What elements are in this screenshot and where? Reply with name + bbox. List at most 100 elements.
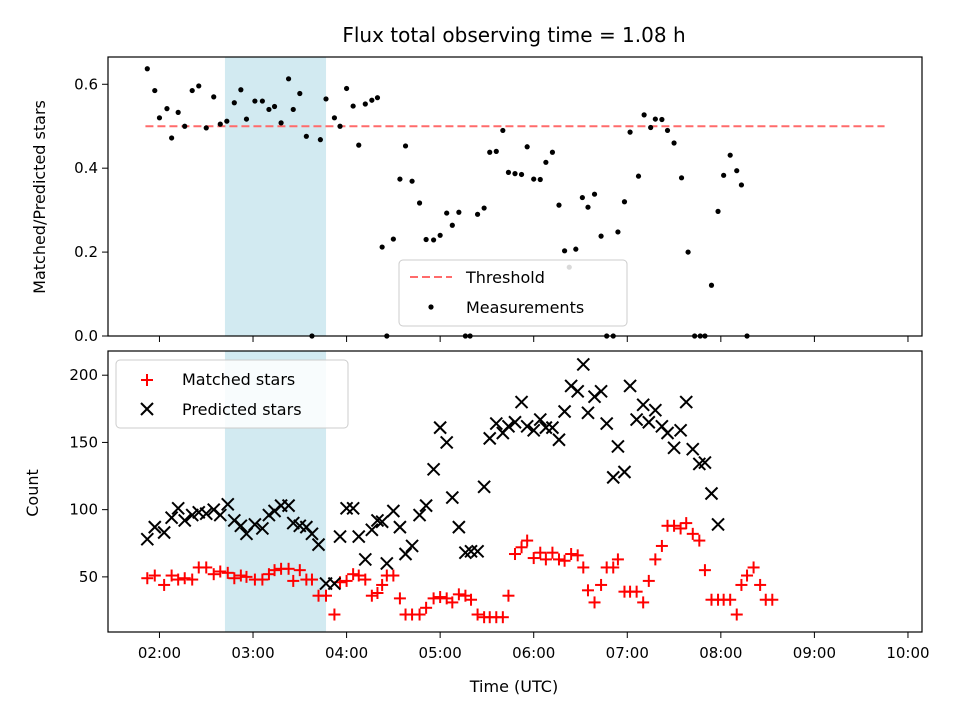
measurement-point: [196, 83, 202, 89]
measurement-point: [203, 125, 209, 131]
predicted-star-point: [514, 395, 529, 409]
matched-star-point: [724, 593, 737, 606]
measurement-point: [397, 176, 403, 182]
predicted-star-point: [576, 357, 591, 372]
measurement-point: [591, 191, 598, 197]
predicted-star-point: [199, 506, 213, 521]
matched-star-point: [502, 589, 515, 602]
matched-star-point: [611, 553, 624, 566]
predicted-star-point: [470, 544, 485, 559]
matched-star-point: [293, 564, 306, 577]
measurement-point: [678, 175, 685, 181]
top-legend: Threshold Measurements: [398, 259, 628, 327]
top-y-tick-label: 0.0: [74, 327, 98, 345]
predicted-star-point: [305, 527, 319, 541]
matched-star-point: [509, 548, 521, 561]
predicted-star-point: [380, 556, 394, 571]
matched-star-point: [668, 519, 681, 532]
matched-star-point: [371, 587, 384, 600]
predicted-star-point: [594, 384, 608, 399]
predicted-star-point: [419, 498, 433, 513]
measurement-point: [423, 236, 429, 243]
measurement-point: [685, 249, 691, 255]
measurement-point: [493, 148, 499, 154]
measurement-point: [266, 106, 272, 113]
predicted-star-point: [642, 415, 656, 429]
matched-star-point: [766, 593, 779, 606]
measurement-point: [379, 244, 385, 250]
measurement-point: [487, 149, 493, 155]
matched-star-point: [148, 569, 161, 582]
predicted-star-point: [629, 412, 644, 427]
measurement-point: [409, 178, 415, 184]
predicted-star-point: [527, 423, 541, 438]
top-y-tick-label: 0.2: [74, 243, 98, 261]
measurement-point: [144, 66, 150, 72]
matched-star-point: [365, 589, 378, 602]
x-tick-label: 04:00: [325, 644, 368, 662]
predicted-star-point: [412, 508, 427, 522]
measurement-point: [734, 168, 740, 174]
measurement-point: [278, 120, 284, 126]
matched-star-point: [328, 608, 341, 621]
predicted-star-point: [281, 498, 296, 513]
matched-star-point: [754, 578, 767, 591]
measurement-point: [175, 109, 181, 115]
predicted-star-point: [375, 515, 389, 529]
measurement-point: [152, 87, 158, 94]
measurement-point: [189, 87, 195, 94]
predicted-star-point: [370, 513, 385, 528]
matched-star-point: [534, 546, 547, 559]
matched-star-point: [200, 561, 213, 574]
measurement-point: [337, 123, 343, 129]
measurement-point: [317, 137, 323, 143]
measurement-point: [449, 222, 455, 228]
matched-star-point: [434, 591, 447, 604]
predicted-star-point: [346, 501, 360, 516]
matched-star-point: [741, 569, 754, 582]
bottom-legend-box: [115, 359, 349, 429]
predicted-star-point: [501, 419, 516, 433]
matched-star-point: [571, 549, 584, 562]
predicted-star-point: [617, 465, 632, 479]
measurement-point: [518, 171, 525, 178]
matched-star-point: [655, 539, 668, 552]
predicted-star-point: [533, 412, 547, 427]
matched-star-point: [515, 541, 528, 554]
predicted-legend-marker: [140, 402, 154, 416]
predicted-star-point: [581, 406, 595, 420]
measurement-point: [598, 233, 604, 239]
matched-star-point: [387, 569, 400, 582]
matched-star-point: [558, 554, 571, 567]
bottom-y-tick-label: 100: [69, 501, 98, 519]
matched-star-point: [420, 601, 433, 614]
top-y-tick-label: 0.6: [74, 75, 98, 93]
matched-star-point: [649, 553, 662, 566]
predicted-star-point: [445, 490, 460, 505]
predicted-star-point: [552, 433, 566, 447]
measurement-point: [627, 129, 633, 135]
predicted-star-point: [171, 501, 185, 516]
predicted-star-point: [483, 431, 497, 446]
threshold-legend-label: Threshold: [465, 268, 545, 287]
measurement-point: [182, 123, 188, 129]
predicted-star-point: [433, 420, 447, 435]
x-tick-label: 02:00: [138, 644, 181, 662]
predicted-star-point: [426, 462, 441, 477]
matched-star-point: [637, 596, 650, 609]
bottom-legend: Matched stars Predicted stars: [115, 359, 349, 429]
measurements-legend-label: Measurements: [466, 298, 584, 317]
bottom-plot-marks: [140, 357, 779, 624]
x-tick-label: 07:00: [606, 644, 649, 662]
top-plot-frame: [107, 56, 923, 337]
predicted-star-point: [636, 398, 650, 412]
measurement-point: [156, 115, 163, 121]
measurement-point: [323, 96, 329, 102]
measurement-point: [652, 116, 658, 122]
x-tick-label: 10:00: [886, 644, 929, 662]
matched-star-point: [465, 593, 478, 606]
matched-star-point: [581, 584, 594, 597]
matched-star-point: [546, 546, 559, 559]
top-highlight-band: [224, 57, 327, 336]
predicted-star-point: [464, 544, 478, 559]
